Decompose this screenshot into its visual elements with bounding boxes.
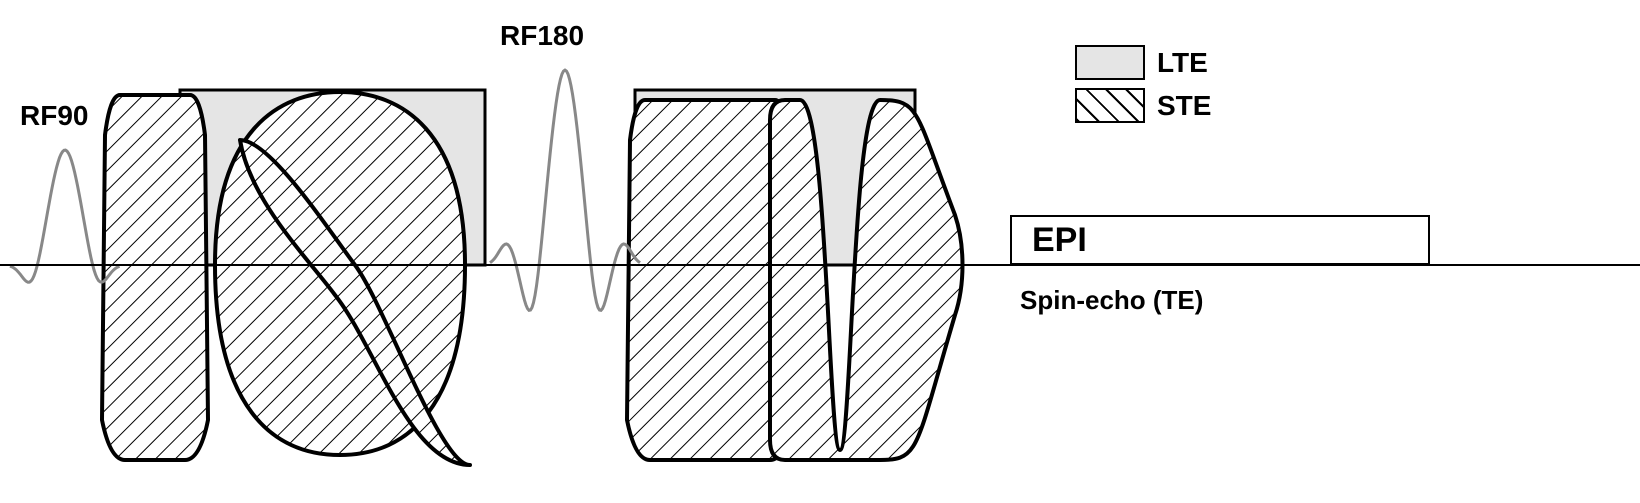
rf90-label: RF90	[20, 100, 88, 132]
legend-item-lte: LTE	[1075, 45, 1211, 80]
legend-swatch-ste	[1075, 88, 1145, 123]
legend-label-lte: LTE	[1157, 47, 1208, 79]
legend-item-ste: STE	[1075, 88, 1211, 123]
epi-readout-box: EPI	[1010, 215, 1430, 265]
legend-swatch-lte	[1075, 45, 1145, 80]
rf180-label: RF180	[500, 20, 584, 52]
legend-label-ste: STE	[1157, 90, 1211, 122]
legend: LTE STE	[1075, 45, 1211, 123]
spin-echo-label: Spin-echo (TE)	[1020, 285, 1203, 316]
epi-label: EPI	[1032, 221, 1087, 260]
